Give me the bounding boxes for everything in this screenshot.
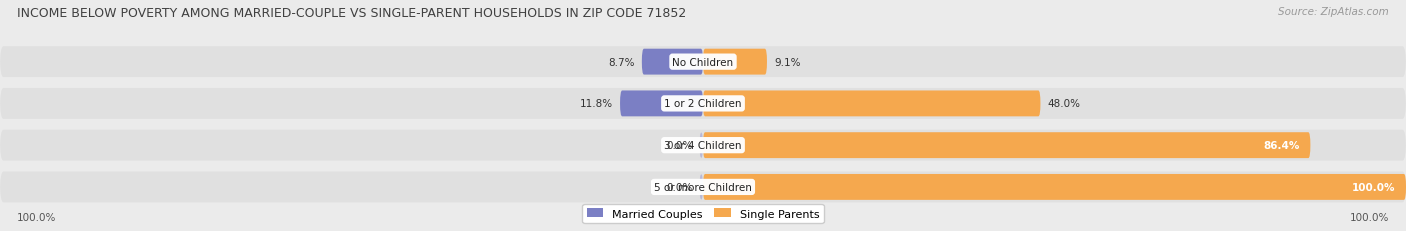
Text: 0.0%: 0.0%: [666, 140, 693, 151]
Text: 3 or 4 Children: 3 or 4 Children: [664, 140, 742, 151]
FancyBboxPatch shape: [0, 88, 1406, 119]
FancyBboxPatch shape: [700, 133, 703, 158]
FancyBboxPatch shape: [620, 91, 703, 117]
Text: 0.0%: 0.0%: [666, 182, 693, 192]
Text: Source: ZipAtlas.com: Source: ZipAtlas.com: [1278, 7, 1389, 17]
Text: 1 or 2 Children: 1 or 2 Children: [664, 99, 742, 109]
Text: 8.7%: 8.7%: [609, 57, 636, 67]
FancyBboxPatch shape: [700, 174, 703, 200]
Text: 11.8%: 11.8%: [579, 99, 613, 109]
Text: No Children: No Children: [672, 57, 734, 67]
FancyBboxPatch shape: [703, 49, 768, 75]
FancyBboxPatch shape: [0, 130, 1406, 161]
Legend: Married Couples, Single Parents: Married Couples, Single Parents: [582, 204, 824, 223]
Text: 100.0%: 100.0%: [17, 212, 56, 222]
Text: 9.1%: 9.1%: [775, 57, 800, 67]
FancyBboxPatch shape: [703, 91, 1040, 117]
Text: 100.0%: 100.0%: [1350, 212, 1389, 222]
Text: INCOME BELOW POVERTY AMONG MARRIED-COUPLE VS SINGLE-PARENT HOUSEHOLDS IN ZIP COD: INCOME BELOW POVERTY AMONG MARRIED-COUPL…: [17, 7, 686, 20]
Text: 100.0%: 100.0%: [1353, 182, 1395, 192]
FancyBboxPatch shape: [703, 174, 1406, 200]
Text: 86.4%: 86.4%: [1264, 140, 1301, 151]
FancyBboxPatch shape: [643, 49, 703, 75]
FancyBboxPatch shape: [0, 47, 1406, 78]
FancyBboxPatch shape: [703, 133, 1310, 158]
Text: 48.0%: 48.0%: [1047, 99, 1080, 109]
FancyBboxPatch shape: [0, 172, 1406, 203]
Text: 5 or more Children: 5 or more Children: [654, 182, 752, 192]
